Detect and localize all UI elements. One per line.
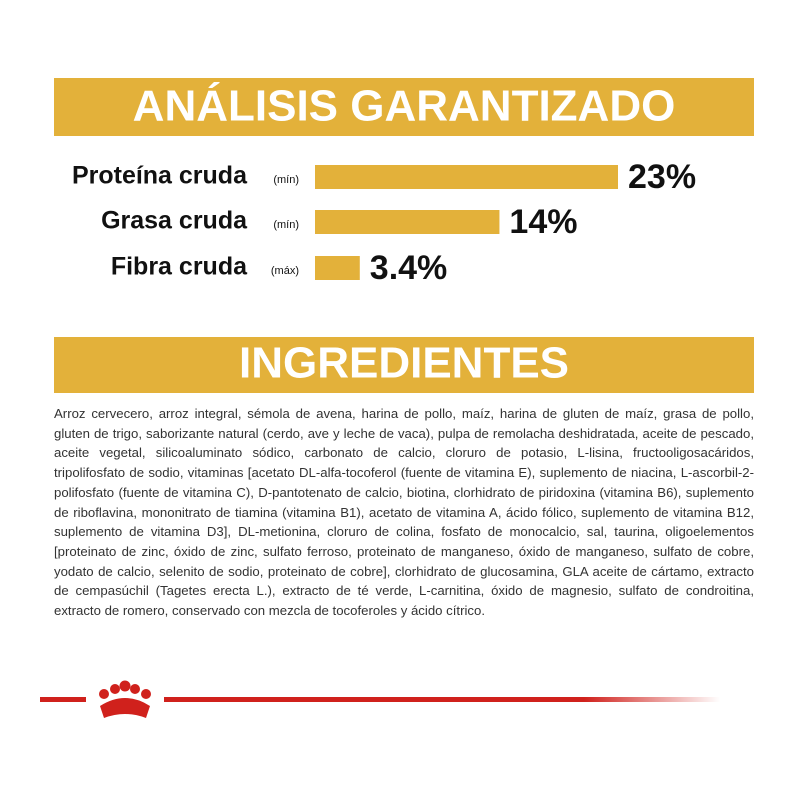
category-label: Fibra cruda (111, 253, 248, 281)
bar (315, 210, 500, 234)
category-label: Proteína cruda (72, 162, 248, 190)
qualifier-label: (mín) (273, 174, 299, 186)
brand-logo (86, 680, 164, 718)
value-label: 14% (509, 203, 577, 241)
category-label: Grasa cruda (101, 207, 248, 235)
value-label: 3.4% (370, 249, 448, 287)
title-banner (54, 78, 754, 136)
ingredients-banner (54, 337, 754, 393)
ingredients-text: Arroz cervecero, arroz integral, sémola … (54, 406, 754, 619)
brand-line (40, 697, 720, 702)
chart-title: ANÁLISIS GARANTIZADO (133, 81, 676, 131)
qualifier-label: (máx) (271, 265, 299, 277)
qualifier-label: (mín) (273, 219, 299, 231)
bar (315, 256, 360, 280)
value-label: 23% (628, 158, 696, 196)
bar (315, 165, 618, 189)
ingredients-title: INGREDIENTES (239, 339, 569, 388)
